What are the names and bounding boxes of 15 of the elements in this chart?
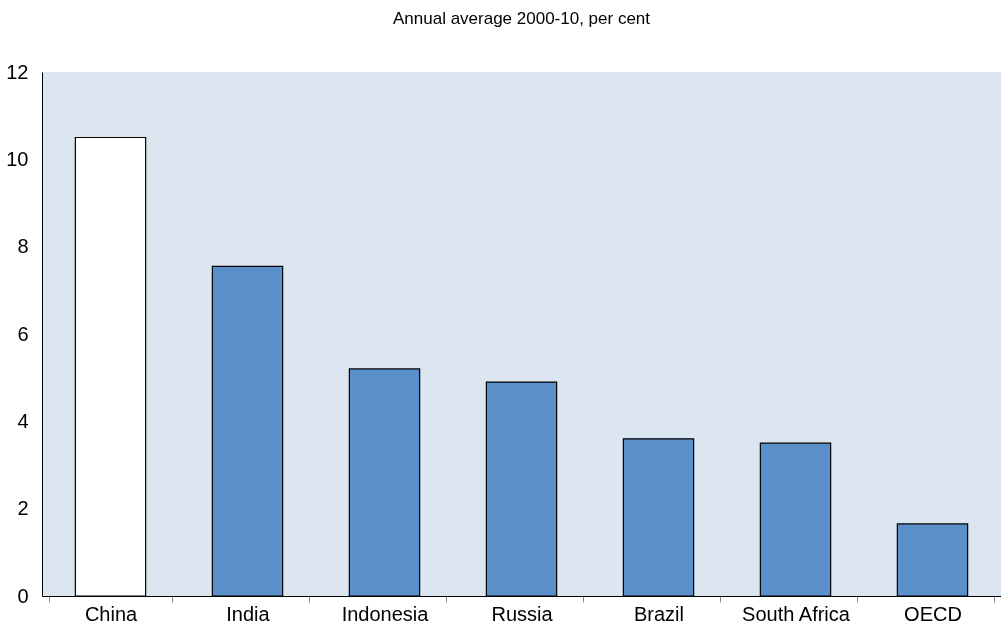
x-tick-label: Russia: [491, 602, 554, 625]
x-tick-label: China: [84, 602, 138, 625]
y-tick-label: 6: [17, 322, 29, 345]
x-tick-label: South Africa: [742, 602, 851, 625]
chart-title: Annual average 2000-10, per cent: [392, 9, 651, 28]
y-tick-label: 4: [17, 409, 29, 432]
x-tick-label: Brazil: [633, 602, 685, 625]
x-tick-label: India: [226, 602, 271, 625]
y-tick-label: 8: [17, 235, 29, 258]
y-tick-label: 2: [17, 497, 29, 520]
y-tick-label: 12: [6, 60, 29, 83]
y-tick-label: 0: [17, 584, 29, 607]
y-tick-label: 10: [6, 147, 29, 170]
x-tick-label: OECD: [904, 602, 962, 625]
x-tick-label: Indonesia: [341, 602, 430, 625]
